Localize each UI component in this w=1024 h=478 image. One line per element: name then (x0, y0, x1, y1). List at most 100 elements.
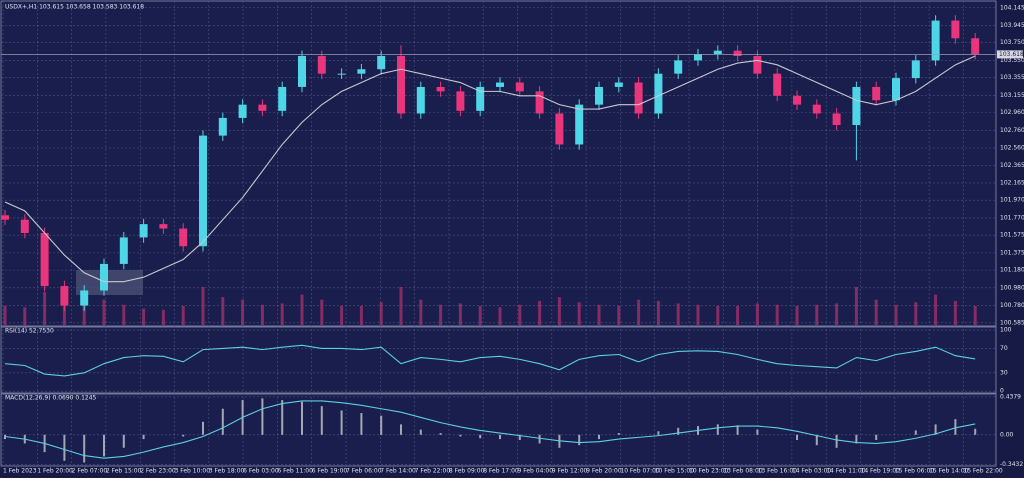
candle-body (654, 73, 663, 114)
rsi-panel (0, 326, 997, 394)
candle-body (733, 50, 742, 56)
candle-body (317, 55, 326, 74)
x-tick-label: 14 Feb 11:00 (826, 468, 866, 475)
candle-body (872, 86, 881, 101)
volume-bar (716, 306, 720, 325)
volume-bar (340, 306, 344, 325)
candle-body (971, 38, 980, 55)
candle-body (100, 263, 108, 291)
candle-body (258, 104, 267, 111)
candle-body (436, 86, 445, 92)
volume-bar (538, 300, 542, 325)
candle-body (40, 232, 49, 287)
macd-bar (281, 400, 284, 435)
candle-body (119, 237, 128, 264)
y-tick-label: 102.365 (1000, 162, 1024, 169)
y-tick-label: 103.155 (1000, 92, 1024, 99)
x-tick-label: 13 Feb 16:00 (758, 468, 798, 475)
y-tick-label: 30 (1000, 369, 1008, 376)
macd-bar (934, 424, 937, 435)
x-tick-label: 10 Feb 07:00 (620, 468, 660, 475)
y-tick-label: 101.970 (1000, 197, 1024, 204)
macd-bar (677, 427, 680, 435)
y-tick-label: 100.585 (1000, 319, 1024, 326)
x-tick-label: 10 Feb 23:00 (689, 468, 729, 475)
volume-bar (557, 297, 561, 325)
volume-bar (478, 306, 482, 325)
volume-bar (498, 307, 502, 325)
volume-bar (300, 294, 304, 325)
volume-bar (934, 294, 938, 325)
macd-bar (439, 433, 442, 435)
x-tick-label: 1 Feb 20:00 (37, 468, 73, 475)
macd-bar (380, 415, 383, 435)
macd-bar (914, 430, 917, 435)
macd-bar (716, 424, 719, 435)
x-tick-label: 2 Feb 07:00 (72, 468, 108, 475)
signal-line (4, 400, 976, 459)
y-tick-label: 103.945 (1000, 22, 1024, 29)
volume-bar (577, 302, 581, 325)
x-tick-label: 7 Feb 22:00 (415, 468, 451, 475)
y-tick-label: 101.770 (1000, 214, 1024, 221)
y-tick-label: 102.960 (1000, 109, 1024, 116)
x-tick-label: 7 Feb 14:00 (380, 468, 416, 475)
volume-bar (676, 303, 680, 325)
x-tick-label: 14 Feb 03:00 (792, 468, 832, 475)
x-tick-label: 15 Feb 22:00 (963, 468, 1003, 475)
volume-bar (280, 303, 284, 325)
volume-bar (62, 297, 66, 325)
candle-body (575, 104, 584, 145)
candle-body (238, 104, 247, 118)
rsi-line (4, 344, 976, 377)
volume-bar (379, 302, 383, 325)
candle-body (199, 135, 207, 247)
y-tick-label: 102.760 (1000, 127, 1024, 134)
main-panel (0, 0, 997, 327)
volume-bar (122, 304, 126, 325)
volume-bar (755, 303, 759, 325)
macd-bar (261, 398, 264, 435)
macd-bar (875, 434, 878, 440)
x-tick-label: 10 Feb 15:00 (655, 468, 695, 475)
macd-bar (103, 434, 105, 457)
candle-body (397, 55, 405, 114)
candle-body (674, 60, 683, 74)
y-tick-label: 100.980 (1000, 284, 1024, 291)
macd-bar (855, 434, 858, 444)
candle-body (812, 104, 821, 114)
macd-bar (657, 431, 660, 435)
volume-bar (518, 304, 522, 325)
volume-bar (894, 304, 898, 325)
candle-body (555, 113, 564, 145)
x-tick-label: 9 Feb 20:00 (586, 468, 622, 475)
volume-bar (320, 299, 324, 325)
candle-body (535, 91, 544, 114)
candle-body (476, 86, 485, 111)
x-tick-label: 14 Feb 19:00 (861, 468, 901, 475)
x-tick-label: 9 Feb 04:00 (518, 468, 554, 475)
y-tick-label: 70 (1000, 345, 1008, 352)
x-tick-label: 8 Feb 09:00 (449, 468, 485, 475)
x-tick-label: 6 Feb 03:00 (243, 468, 279, 475)
y-tick-label: 100.780 (1000, 302, 1024, 309)
volume-bar (458, 303, 462, 325)
volume-bar (775, 304, 779, 325)
candle-body (713, 50, 722, 55)
volume-bar (854, 287, 858, 325)
x-tick-label: 6 Feb 11:00 (277, 468, 313, 475)
volume-bar (221, 297, 225, 325)
candle-body (60, 286, 69, 306)
y-tick-label: 104.145 (1000, 4, 1024, 11)
macd-bar (479, 434, 482, 439)
y-tick-label: 101.375 (1000, 249, 1024, 256)
y-tick-label: 101.575 (1000, 232, 1024, 239)
candle-body (218, 117, 227, 136)
macd-bar (736, 425, 739, 435)
rsi-label: RSI(14) 52.7530 (5, 328, 54, 335)
x-tick-label: 6 Feb 19:00 (312, 468, 348, 475)
volume-bar (637, 299, 641, 325)
candle-body (278, 86, 287, 111)
moving-average (4, 55, 976, 283)
volume-bar (815, 304, 819, 325)
